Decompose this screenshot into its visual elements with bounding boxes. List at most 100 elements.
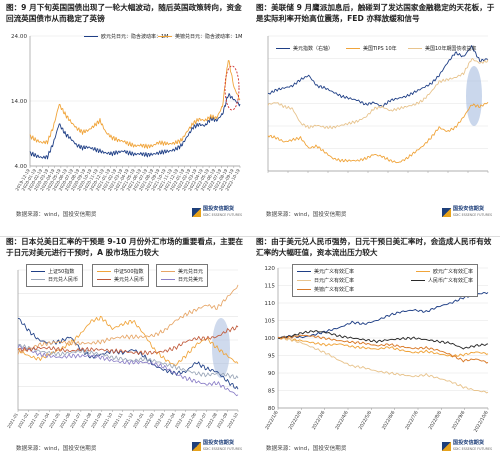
brand-logo: 国投安信期货 SDIC ESSENCE FUTURES [191, 206, 242, 218]
legend-swatch [415, 271, 430, 272]
series-line [29, 93, 241, 160]
logo-icon [191, 208, 201, 217]
x-tick-label: 2022/9/6 [451, 410, 467, 431]
x-tick-label: 2022/8/6 [428, 410, 444, 431]
data-source-note: 数据来源：wind，国投安信期货 [16, 212, 97, 218]
legend-label: 英镑广义有效汇率 [314, 287, 355, 293]
brand-logo: 国投安信期货 SDIC ESSENCE FUTURES [441, 206, 492, 218]
legend-item: 人民币广义有效汇率 [410, 277, 473, 284]
x-tick-label: 2022-10 [226, 412, 239, 429]
chart-legend: 中证500指数 美元兑人民币 [92, 264, 150, 287]
data-source-note: 数据来源：wind，国投安信期货 [266, 212, 347, 218]
legend-swatch [408, 48, 422, 49]
legend-swatch [346, 48, 360, 49]
chart-caption: 图：美联储 9 月鹰派加息后，触碰到了发达国家金融稳定的天花板，于是实际利率开始… [256, 3, 495, 23]
highlight-ellipse [212, 318, 230, 378]
legend-item: 美元兑日元 [161, 268, 203, 275]
y-tick-label: 105 [264, 319, 275, 325]
chart-legend: 美国10年期国债收益率 [408, 44, 476, 53]
line-chart [267, 35, 489, 173]
chart-caption: 图：日本兑美日汇率的干预是 9-10 月份外汇市场的重要看点，主要在于日元对美元… [6, 237, 243, 257]
series-line [277, 292, 489, 339]
legend-swatch [31, 271, 45, 272]
x-tick-label: 2022/6/6 [381, 410, 397, 431]
line-chart: 4.0014.0024.002019-12-192020-01-192020-0… [11, 34, 241, 192]
legend-item: 日元兑人民币 [31, 276, 78, 283]
legend-item: 美元兑人民币 [97, 276, 144, 283]
legend-label: 日元广义有效汇率 [314, 278, 355, 284]
legend-label: 欧元兑日元：隐含波动率：1M [101, 34, 169, 40]
y-tick-label: 85 [268, 389, 276, 395]
y-tick-label: 14.00 [11, 99, 27, 105]
brand-logo: 国投安信期货 SDIC ESSENCE FUTURES [191, 440, 242, 452]
legend-item: 英镑兑日元：隐含波动率：1M [158, 33, 243, 40]
x-tick-label: 2022/4/6 [334, 410, 350, 431]
y-tick-label: 4.00 [15, 164, 28, 170]
legend-item: 日元兑美元 [161, 276, 203, 283]
y-tick-label: 95 [268, 354, 276, 360]
chart-legend: 英镑兑日元：隐含波动率：1M [158, 32, 243, 41]
legend-item: 欧元广义有效汇率 [415, 268, 473, 275]
legend-label: 日元兑人民币 [48, 277, 79, 283]
legend-label: 中证500指数 [114, 269, 144, 275]
legend-swatch [31, 279, 45, 280]
legend-item: 中证500指数 [97, 268, 144, 275]
chart-legend: 美元兑日元 日元兑美元 [156, 264, 209, 287]
legend-label: 美国TIPS 10年 [363, 46, 397, 52]
chart-plot: 美元指数（右轴） 美国TIPS 10年 美国10年期国债收益率 [256, 26, 496, 206]
line-chart: 80 85 90 95 100 105 110 115 120 2022/1/6 2022/2/6 2… [264, 266, 490, 433]
legend-label: 美元兑日元 [178, 269, 204, 275]
chart-plot: 2021-01 2021-02 2021-03 2021-04 2021-05 2021-… [6, 260, 246, 440]
chart-panel-effective-exchange-rates: 图：由于美元兑人民币强势，日元干预日美汇率时，会造成人民币有效汇率的大幅旺值，资… [256, 236, 496, 464]
series-line [29, 60, 241, 149]
legend-swatch [84, 36, 98, 37]
line-chart: 2021-012021-022021-032021-042021-052021-… [6, 269, 239, 429]
chart-panel-us-real-rates: 图：美联储 9 月鹰派加息后，触碰到了发达国家金融稳定的天花板，于是实际利率开始… [256, 2, 496, 230]
chart-legend: 欧元兑日元：隐含波动率：1M [84, 32, 169, 41]
legend-label: 美元广义有效汇率 [314, 269, 355, 275]
chart-legend: 美国TIPS 10年 [346, 44, 397, 53]
y-tick-label: 100 [264, 336, 275, 342]
legend-swatch [97, 279, 111, 280]
y-tick-label: 80 [268, 406, 276, 412]
y-tick-label: 24.00 [11, 34, 27, 40]
x-tick-label: 2022/10/6 [473, 410, 490, 433]
logo-icon [441, 208, 451, 217]
x-tick-label: 2022/3/6 [311, 410, 327, 431]
legend-label: 美国10年期国债收益率 [425, 46, 477, 52]
data-source-note: 数据来源：wind，国投安信期货 [266, 446, 347, 452]
legend-swatch [297, 280, 311, 281]
legend-swatch [161, 271, 175, 272]
legend-item: 美国TIPS 10年 [346, 45, 397, 52]
series-line [267, 58, 489, 130]
legend-swatch [161, 279, 175, 280]
logo-text: 国投安信期货 SDIC ESSENCE FUTURES [452, 206, 492, 217]
highlight-ellipse [224, 65, 240, 111]
legend-swatch [410, 280, 425, 281]
series-line [277, 336, 489, 358]
y-tick-label: 110 [264, 301, 275, 307]
series-line [277, 330, 489, 350]
chart-plot: 80 85 90 95 100 105 110 115 120 2022/1/6 2022/2/6 2… [256, 260, 496, 440]
legend-item: 美元广义有效汇率 [297, 268, 354, 275]
chart-panel-uk-fx-volatility: 图：9 月下旬英国国债出现了一轮大幅波动，随后英国政策转向，资金回流英国债市从而… [6, 2, 246, 230]
x-tick-label: 2022/5/6 [358, 410, 374, 431]
series-line [17, 315, 239, 366]
series-line [267, 45, 488, 108]
chart-legend: 美元广义有效汇率 欧元广义有效汇率 日元广义有效汇率 人民币广义有效汇率 英镑广… [292, 264, 478, 297]
legend-item: 欧元兑日元：隐含波动率：1M [84, 33, 169, 40]
legend-item: 日元广义有效汇率 [297, 277, 354, 284]
logo-icon [441, 442, 451, 451]
logo-icon [191, 442, 201, 451]
chart-legend: 上证50指数 日元兑人民币 [26, 264, 84, 287]
series-line [267, 101, 489, 164]
x-tick-label: 2022/1/6 [264, 410, 280, 431]
series-line [17, 343, 239, 379]
legend-label: 上证50指数 [48, 269, 75, 275]
legend-swatch [158, 36, 172, 37]
series-line [277, 334, 489, 364]
chart-plot: 4.00 14.00 24.00 2019-12-19 2020-01-19 2020-0… [6, 26, 246, 206]
y-tick-label: 120 [264, 266, 275, 272]
legend-item: 上证50指数 [31, 268, 78, 275]
legend-item: 美元指数（右轴） [276, 45, 333, 52]
